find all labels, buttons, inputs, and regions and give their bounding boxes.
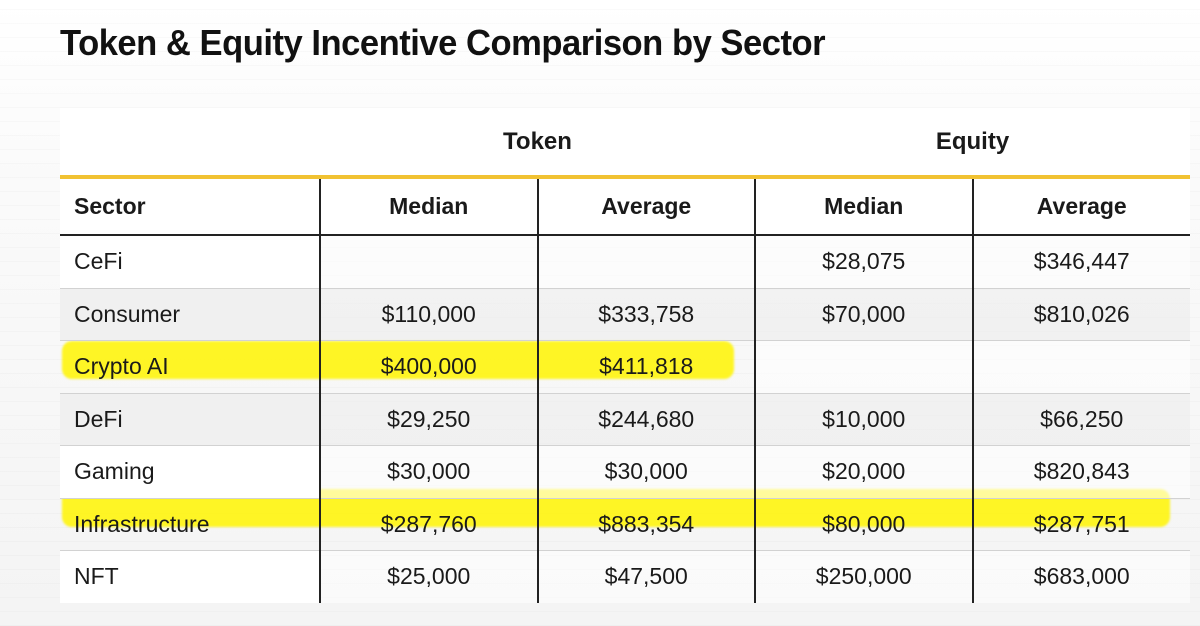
table-row: Gaming $30,000 $30,000 $20,000 $820,843 [60, 445, 1190, 499]
column-header-equity-average: Average [971, 177, 1190, 236]
table-row: Consumer $110,000 $333,758 $70,000 $810,… [60, 288, 1190, 341]
token-average-cell: $30,000 [536, 445, 755, 499]
equity-average-cell: $810,026 [971, 288, 1190, 341]
sector-cell: Infrastructure [60, 498, 320, 551]
equity-average-text: $287,751 [1033, 510, 1130, 537]
sector-text: Infrastructure [74, 510, 210, 537]
table-row-highlighted: Infrastructure $287,760 $883,354 $80,000… [60, 498, 1190, 551]
equity-median-cell: $20,000 [754, 445, 973, 499]
group-header-token: Token [320, 108, 755, 179]
page-title: Token & Equity Incentive Comparison by S… [60, 22, 826, 63]
token-median-cell: $29,250 [319, 393, 538, 446]
table-row: CeFi $28,075 $346,447 [60, 235, 1190, 289]
token-average-cell: $883,354 [536, 498, 755, 551]
column-header-token-average: Average [536, 177, 755, 236]
column-header-equity-median: Median [754, 177, 973, 236]
sector-cell: NFT [60, 550, 320, 603]
token-average-cell [536, 235, 755, 289]
token-median-cell: $287,760 [319, 498, 538, 551]
equity-median-cell [754, 340, 973, 394]
equity-average-cell: $66,250 [971, 393, 1190, 446]
token-average-text: $411,818 [599, 353, 694, 380]
sector-cell: DeFi [60, 393, 320, 446]
table-row: NFT $25,000 $47,500 $250,000 $683,000 [60, 550, 1190, 603]
token-average-cell: $244,680 [536, 393, 755, 446]
equity-median-text: $80,000 [822, 510, 906, 537]
token-median-cell: $30,000 [319, 445, 538, 499]
token-median-cell: $25,000 [319, 550, 538, 603]
token-average-cell: $47,500 [536, 550, 755, 603]
equity-median-cell: $10,000 [754, 393, 973, 446]
equity-average-cell: $683,000 [971, 550, 1190, 603]
group-header-row: Token Equity [60, 108, 1190, 179]
table-row: DeFi $29,250 $244,680 $10,000 $66,250 [60, 393, 1190, 446]
token-median-cell: $110,000 [319, 288, 538, 341]
token-average-text: $883,354 [598, 510, 695, 537]
group-header-empty [60, 108, 320, 179]
token-median-cell: $400,000 [319, 340, 538, 394]
token-average-cell: $411,818 [536, 340, 755, 394]
token-median-text: $287,760 [380, 510, 477, 537]
sector-cell: Consumer [60, 288, 320, 341]
sector-cell: Crypto AI [60, 340, 320, 394]
token-median-cell [319, 235, 538, 289]
equity-average-cell [971, 340, 1190, 394]
comparison-table: Token Equity Sector Median Average Media… [60, 108, 1190, 603]
equity-average-cell: $346,447 [971, 235, 1190, 289]
equity-average-cell: $287,751 [971, 498, 1190, 551]
equity-average-cell: $820,843 [971, 445, 1190, 499]
column-header-token-median: Median [319, 177, 538, 236]
column-header-sector: Sector [60, 177, 320, 236]
equity-median-cell: $80,000 [754, 498, 973, 551]
equity-median-cell: $28,075 [754, 235, 973, 289]
sector-cell: Gaming [60, 445, 320, 499]
equity-median-cell: $70,000 [754, 288, 973, 341]
token-median-text: $400,000 [380, 353, 477, 380]
column-header-row: Sector Median Average Median Average [60, 177, 1190, 236]
table-row-highlighted: Crypto AI $400,000 $411,818 [60, 340, 1190, 394]
equity-median-cell: $250,000 [754, 550, 973, 603]
token-average-cell: $333,758 [536, 288, 755, 341]
group-header-equity: Equity [755, 108, 1190, 179]
comparison-table-container: Token Equity Sector Median Average Media… [60, 108, 1190, 603]
sector-cell: CeFi [60, 235, 320, 289]
sector-text: Crypto AI [74, 353, 169, 380]
